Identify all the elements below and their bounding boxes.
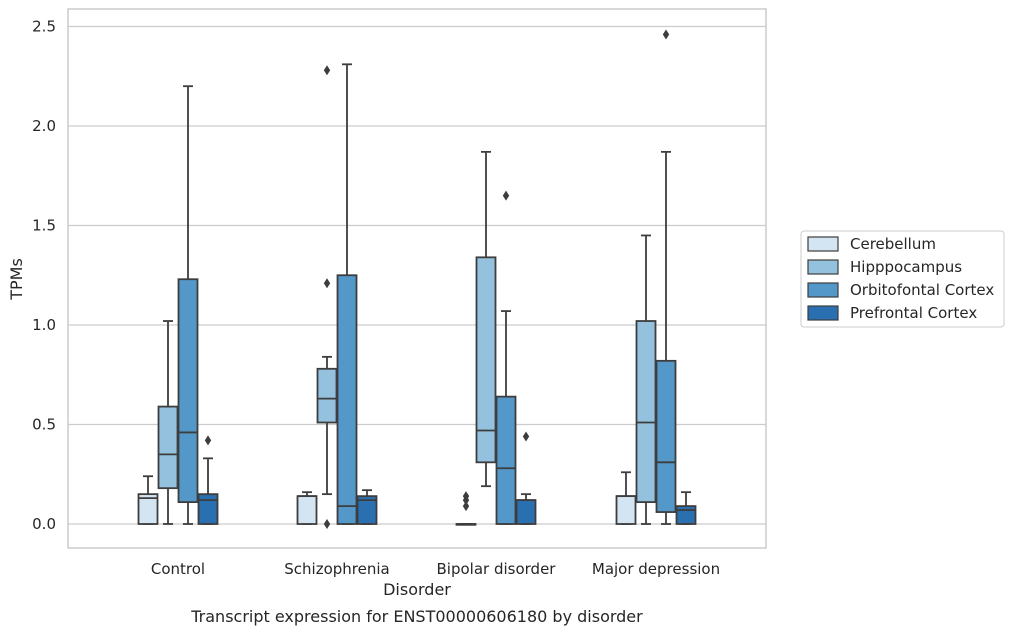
box-iqr: [615, 495, 637, 525]
box-2-3: [515, 431, 537, 525]
outlier-marker: [323, 65, 331, 76]
outlier-marker: [323, 519, 331, 529]
y-tick-label: 0.0: [32, 515, 56, 533]
box-3-2: [655, 29, 677, 525]
outlier-marker: [204, 435, 212, 446]
box-iqr: [177, 278, 199, 504]
outlier-marker: [323, 278, 331, 289]
box-iqr: [495, 395, 517, 525]
box-3-3: [675, 491, 697, 525]
box-iqr: [515, 499, 537, 525]
box-iqr: [197, 493, 219, 525]
box-0-2: [177, 85, 199, 525]
legend-label: Orbitofontal Cortex: [850, 281, 994, 299]
box-iqr: [316, 367, 338, 424]
chart-caption: Transcript expression for ENST0000060618…: [190, 607, 643, 626]
x-tick-labels: Control Schizophrenia Bipolar disorder Majo…: [151, 560, 720, 578]
box-iqr: [296, 495, 318, 525]
box-0-1: [157, 320, 179, 525]
box-iqr: [336, 274, 358, 525]
x-axis-label: Disorder: [383, 580, 451, 599]
legend-swatch: [807, 282, 839, 298]
y-tick-label: 2.0: [32, 117, 56, 135]
legend-entries: Cerebellum Hipppocampus Orbitofontal Corte…: [807, 235, 994, 322]
legend-swatch: [807, 305, 839, 321]
legend: Cerebellum Hipppocampus Orbitofontal Corte…: [800, 230, 1005, 328]
box-3-0: [615, 471, 637, 525]
box-1-0: [296, 491, 318, 525]
box-0-0: [137, 475, 159, 525]
y-tick-label: 1.5: [32, 217, 56, 235]
box-2-0: [455, 491, 477, 526]
x-tick-label: Bipolar disorder: [437, 560, 557, 578]
box-iqr: [635, 320, 657, 504]
box-2-1: [475, 150, 497, 488]
box-1-3: [356, 489, 378, 525]
y-tick-label: 2.5: [32, 18, 56, 36]
x-tick-label: Schizophrenia: [284, 560, 389, 578]
box-2-2: [495, 190, 517, 525]
outlier-marker: [662, 29, 670, 40]
y-tick-labels: 0.0 0.5 1.0 1.5 2.0 2.5: [32, 18, 56, 534]
legend-label: Hipppocampus: [850, 258, 962, 276]
outlier-marker: [522, 431, 530, 442]
outlier-marker: [462, 501, 470, 512]
legend-label: Cerebellum: [850, 235, 936, 253]
box-1-1: [316, 65, 338, 529]
outlier-marker: [462, 491, 470, 502]
boxes: [137, 29, 697, 529]
y-tick-label: 0.5: [32, 416, 56, 434]
box-iqr: [356, 495, 378, 525]
box-1-2: [336, 63, 358, 525]
box-iqr: [137, 493, 159, 525]
box-iqr: [475, 256, 497, 464]
box-iqr: [675, 505, 697, 525]
x-tick-label: Control: [151, 560, 205, 578]
y-tick-label: 1.0: [32, 316, 56, 334]
legend-frame: [800, 230, 1005, 328]
box-3-1: [635, 234, 657, 525]
box-iqr: [157, 405, 179, 490]
legend-label: Prefrontal Cortex: [850, 304, 977, 322]
x-tick-label: Major depression: [592, 560, 720, 578]
box-iqr: [655, 359, 677, 513]
outlier-marker: [502, 190, 510, 201]
legend-swatch: [807, 236, 839, 252]
y-axis-label: TPMs: [7, 258, 26, 301]
legend-swatch: [807, 259, 839, 275]
box-0-3: [197, 435, 219, 525]
